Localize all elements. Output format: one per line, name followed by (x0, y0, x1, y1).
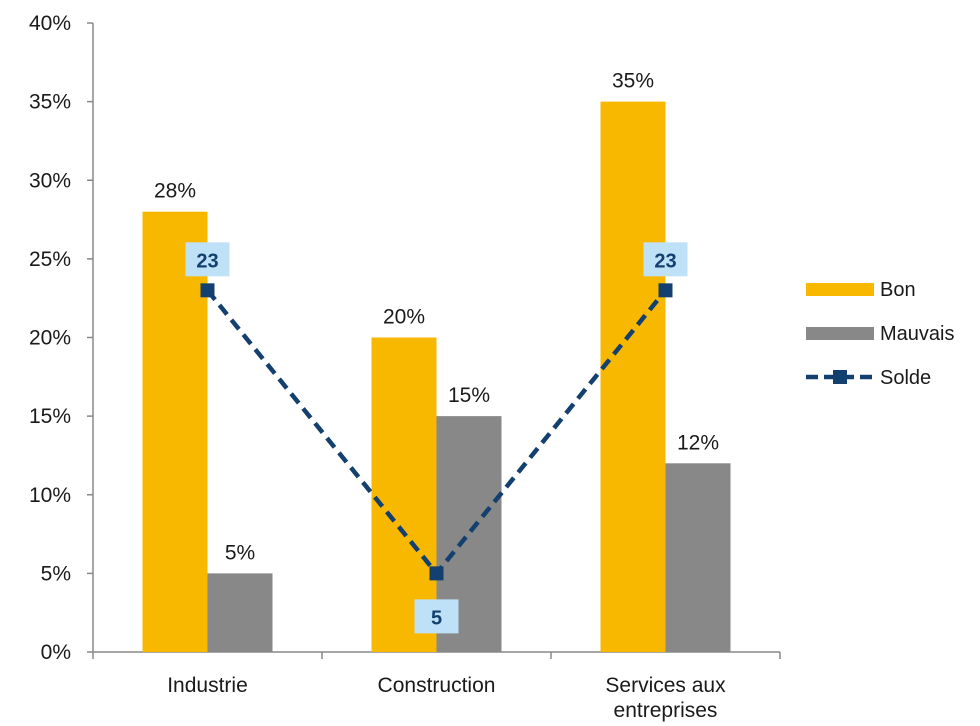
bar-value-label: 15% (448, 384, 490, 407)
y-tick-label: 30% (29, 169, 71, 192)
x-tick-label: Industrie (167, 674, 248, 697)
line-value-label: 23 (654, 250, 676, 272)
bar-value-label: 28% (154, 180, 196, 203)
legend-swatch-bon (806, 283, 874, 296)
line-value-label: 5 (431, 607, 442, 629)
line-marker (429, 566, 444, 581)
bars (142, 101, 731, 652)
y-tick-label: 0% (41, 641, 71, 664)
data-labels: 28% 20% 35% 5% 15% 12% 23 5 23 (154, 70, 719, 634)
line-value-box (185, 242, 230, 277)
legend-swatch-mauvais (806, 327, 874, 340)
y-tick-label: 20% (29, 327, 71, 350)
bar-value-label: 12% (677, 431, 719, 454)
y-tick-label: 35% (29, 91, 71, 114)
y-tick-label: 25% (29, 248, 71, 271)
y-tick-label: 5% (41, 562, 71, 585)
line-marker (200, 283, 215, 298)
bar-value-label: 35% (612, 70, 654, 93)
legend-label-bon: Bon (880, 279, 916, 301)
line-value-label: 23 (196, 250, 218, 272)
bar-bon (142, 211, 208, 652)
axes: 0% 5% 10% 15% 20% 25% 30% 35% 40% Industrie Constr… (29, 12, 781, 722)
x-tick-label: entreprises (614, 699, 718, 722)
line-value-box (643, 242, 688, 277)
line-value-box (414, 599, 459, 634)
bar-mauvais (207, 573, 273, 652)
y-tick-label: 10% (29, 484, 71, 507)
y-tick-label: 15% (29, 405, 71, 428)
legend: Bon Mauvais Solde (806, 279, 954, 389)
line-marker (658, 283, 673, 298)
legend-label-mauvais: Mauvais (880, 323, 954, 345)
bar-value-label: 20% (383, 306, 425, 329)
bar-bon (600, 101, 666, 652)
y-tick-label: 40% (29, 12, 71, 35)
bar-value-label: 5% (225, 541, 255, 564)
legend-label-solde: Solde (880, 367, 931, 389)
legend-marker (833, 370, 847, 384)
bar-mauvais (665, 463, 731, 652)
line-series (200, 283, 673, 581)
x-tick-label: Construction (378, 674, 496, 697)
x-tick-label: Services aux (605, 674, 726, 697)
